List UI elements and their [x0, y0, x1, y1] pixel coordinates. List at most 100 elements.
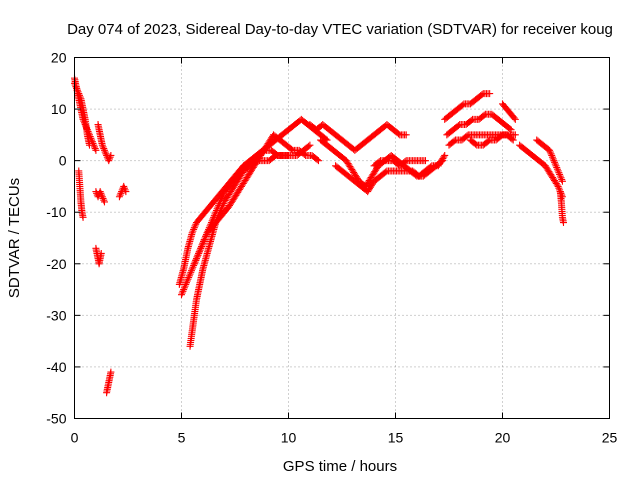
data-point	[106, 153, 114, 161]
grid	[74, 57, 610, 419]
data-point	[375, 158, 383, 166]
data-point	[85, 141, 93, 149]
data-point	[202, 231, 210, 239]
data-point	[71, 81, 79, 89]
data-point	[402, 131, 410, 139]
data-point	[115, 193, 123, 201]
data-point	[116, 191, 124, 199]
data-point	[75, 90, 83, 98]
data-point	[549, 155, 557, 163]
data-points	[71, 74, 567, 397]
data-point	[120, 184, 128, 192]
series-arc-1h-c	[94, 121, 115, 165]
data-point	[117, 189, 125, 197]
x-tick-label: 25	[602, 430, 618, 446]
x-tick-label: 10	[281, 430, 297, 446]
data-point	[558, 177, 566, 185]
data-point	[486, 90, 494, 98]
data-point	[200, 237, 208, 245]
data-point	[306, 141, 314, 149]
data-point	[300, 150, 308, 158]
data-point	[105, 157, 113, 165]
data-point	[179, 287, 187, 295]
data-point	[199, 239, 207, 247]
y-tick-label: -50	[46, 411, 66, 427]
chart-title: Day 074 of 2023, Sidereal Day-to-day VTE…	[67, 21, 613, 38]
data-point	[401, 158, 409, 166]
x-tick-label: 5	[178, 430, 186, 446]
data-point	[100, 145, 108, 153]
data-point	[189, 227, 197, 235]
x-tick-label: 20	[495, 430, 511, 446]
data-point	[219, 191, 227, 199]
data-point	[185, 274, 193, 282]
data-point	[73, 86, 81, 94]
series-arc-afternoon-2	[443, 110, 515, 139]
data-point	[197, 243, 205, 251]
data-point	[558, 176, 566, 184]
data-point	[102, 150, 110, 158]
x-tick-label: 15	[388, 430, 404, 446]
series-arc-midday-4	[370, 157, 429, 170]
data-point	[100, 198, 108, 206]
data-point	[548, 151, 556, 159]
data-point	[497, 132, 505, 140]
data-point	[190, 262, 198, 270]
data-point	[550, 157, 558, 165]
data-point	[555, 169, 563, 177]
data-point	[441, 151, 449, 159]
data-point	[555, 184, 563, 192]
data-point	[552, 162, 560, 170]
data-point	[107, 368, 115, 376]
data-point	[511, 131, 519, 139]
data-point	[188, 229, 196, 237]
data-point	[187, 267, 195, 275]
data-point	[557, 174, 565, 182]
data-point	[186, 270, 194, 278]
data-point	[551, 160, 559, 168]
data-point	[285, 151, 292, 159]
data-point	[120, 182, 128, 190]
data-point	[220, 189, 228, 197]
data-point	[190, 225, 198, 233]
data-point	[382, 168, 390, 176]
data-point	[484, 137, 492, 145]
y-tick-label: -40	[46, 359, 66, 375]
data-point	[440, 153, 448, 161]
data-point	[105, 155, 113, 163]
data-point	[472, 140, 480, 148]
series-arc-2h-e	[115, 182, 130, 201]
data-point	[72, 83, 80, 91]
data-point	[511, 115, 519, 123]
data-point	[305, 142, 313, 150]
data-point	[190, 224, 198, 232]
axis-ticks: 0 5 10 15 20 25 -50 -40 -30 -20 -10 0 10 20	[46, 50, 617, 446]
data-point	[96, 188, 104, 196]
data-point	[190, 260, 198, 268]
data-point	[467, 116, 475, 124]
data-point	[270, 153, 278, 161]
series-arc-early-parallel	[71, 79, 93, 149]
data-point	[510, 114, 518, 122]
data-point	[182, 280, 190, 288]
data-point	[556, 170, 564, 178]
data-point	[459, 101, 467, 109]
data-point	[195, 248, 203, 256]
data-point	[99, 143, 107, 151]
data-point	[180, 286, 188, 294]
data-point	[100, 196, 108, 204]
data-point	[107, 151, 115, 159]
data-point	[553, 164, 561, 172]
data-point	[546, 148, 554, 156]
data-point	[187, 268, 195, 276]
y-tick-label: -30	[46, 307, 66, 323]
data-point	[97, 249, 105, 257]
data-point	[313, 156, 321, 164]
series-arc-midday-3	[332, 151, 449, 196]
data-point	[182, 279, 190, 287]
data-point	[556, 172, 564, 180]
series-arc-afternoon-1	[441, 90, 494, 123]
data-point	[98, 141, 106, 149]
series-arc-early-low	[75, 167, 87, 221]
